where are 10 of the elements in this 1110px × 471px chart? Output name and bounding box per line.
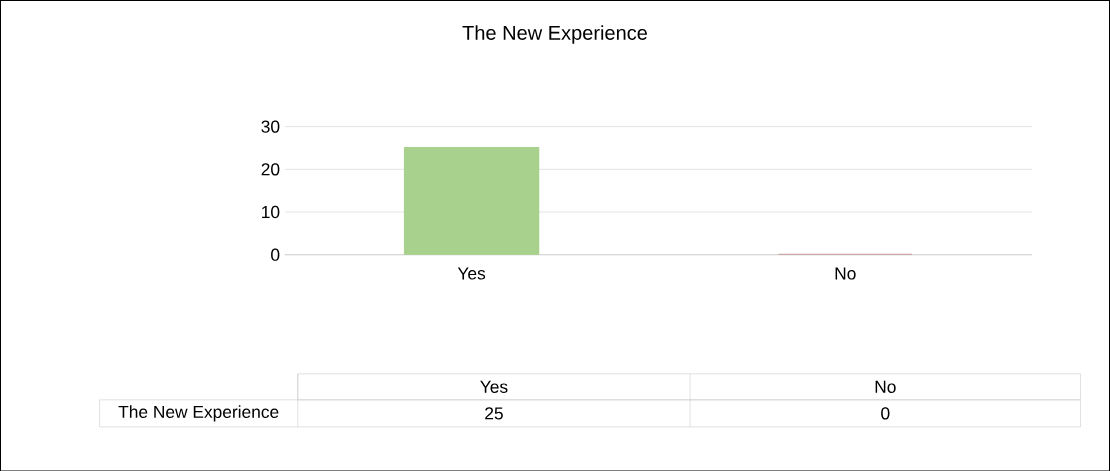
data-label: 0 [881,407,890,420]
text: The New Experience [118,405,279,422]
category-label: Yes [480,380,508,393]
data-label: 25 [485,407,503,420]
y-tick-label: 30 [261,120,280,133]
chart-title: The New Experience [462,24,647,44]
y-tick-label: 0 [271,248,280,261]
category-label: No [875,380,896,393]
y-tick-label: 20 [261,162,280,176]
y-tick-label: 10 [262,205,280,218]
